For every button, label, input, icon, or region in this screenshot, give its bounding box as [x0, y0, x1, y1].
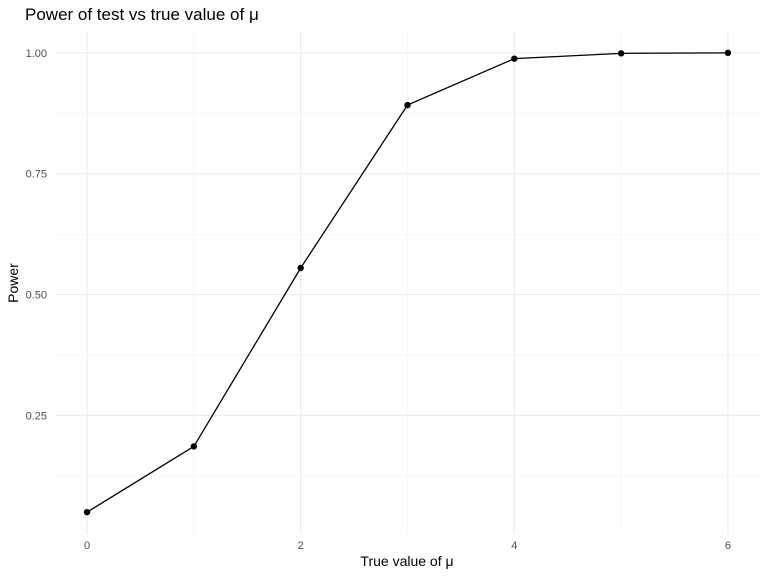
y-axis-ticks: 0.25 0.50 0.75 1.00	[26, 48, 47, 423]
x-tick-label: 6	[725, 540, 731, 552]
data-point	[404, 101, 411, 109]
y-axis-title: Power	[5, 263, 21, 303]
x-axis-ticks: 0 2 4 6	[84, 540, 731, 552]
data-point	[297, 264, 304, 272]
y-tick-label: 0.75	[26, 169, 47, 181]
x-tick-label: 0	[84, 540, 90, 552]
data-point	[83, 508, 91, 516]
data-points	[83, 49, 732, 516]
x-tick-label: 2	[298, 540, 304, 552]
data-point	[190, 443, 198, 450]
y-tick-label: 1.00	[26, 48, 47, 60]
chart-title: Power of test vs true value of μ	[25, 5, 259, 24]
data-point	[617, 50, 625, 57]
grid-lines	[55, 31, 760, 534]
x-tick-label: 4	[511, 540, 517, 552]
y-tick-label: 0.50	[26, 290, 47, 302]
x-axis-title: True value of μ	[360, 553, 453, 569]
data-point	[724, 49, 732, 57]
y-tick-label: 0.25	[26, 410, 47, 422]
data-point	[511, 55, 518, 62]
